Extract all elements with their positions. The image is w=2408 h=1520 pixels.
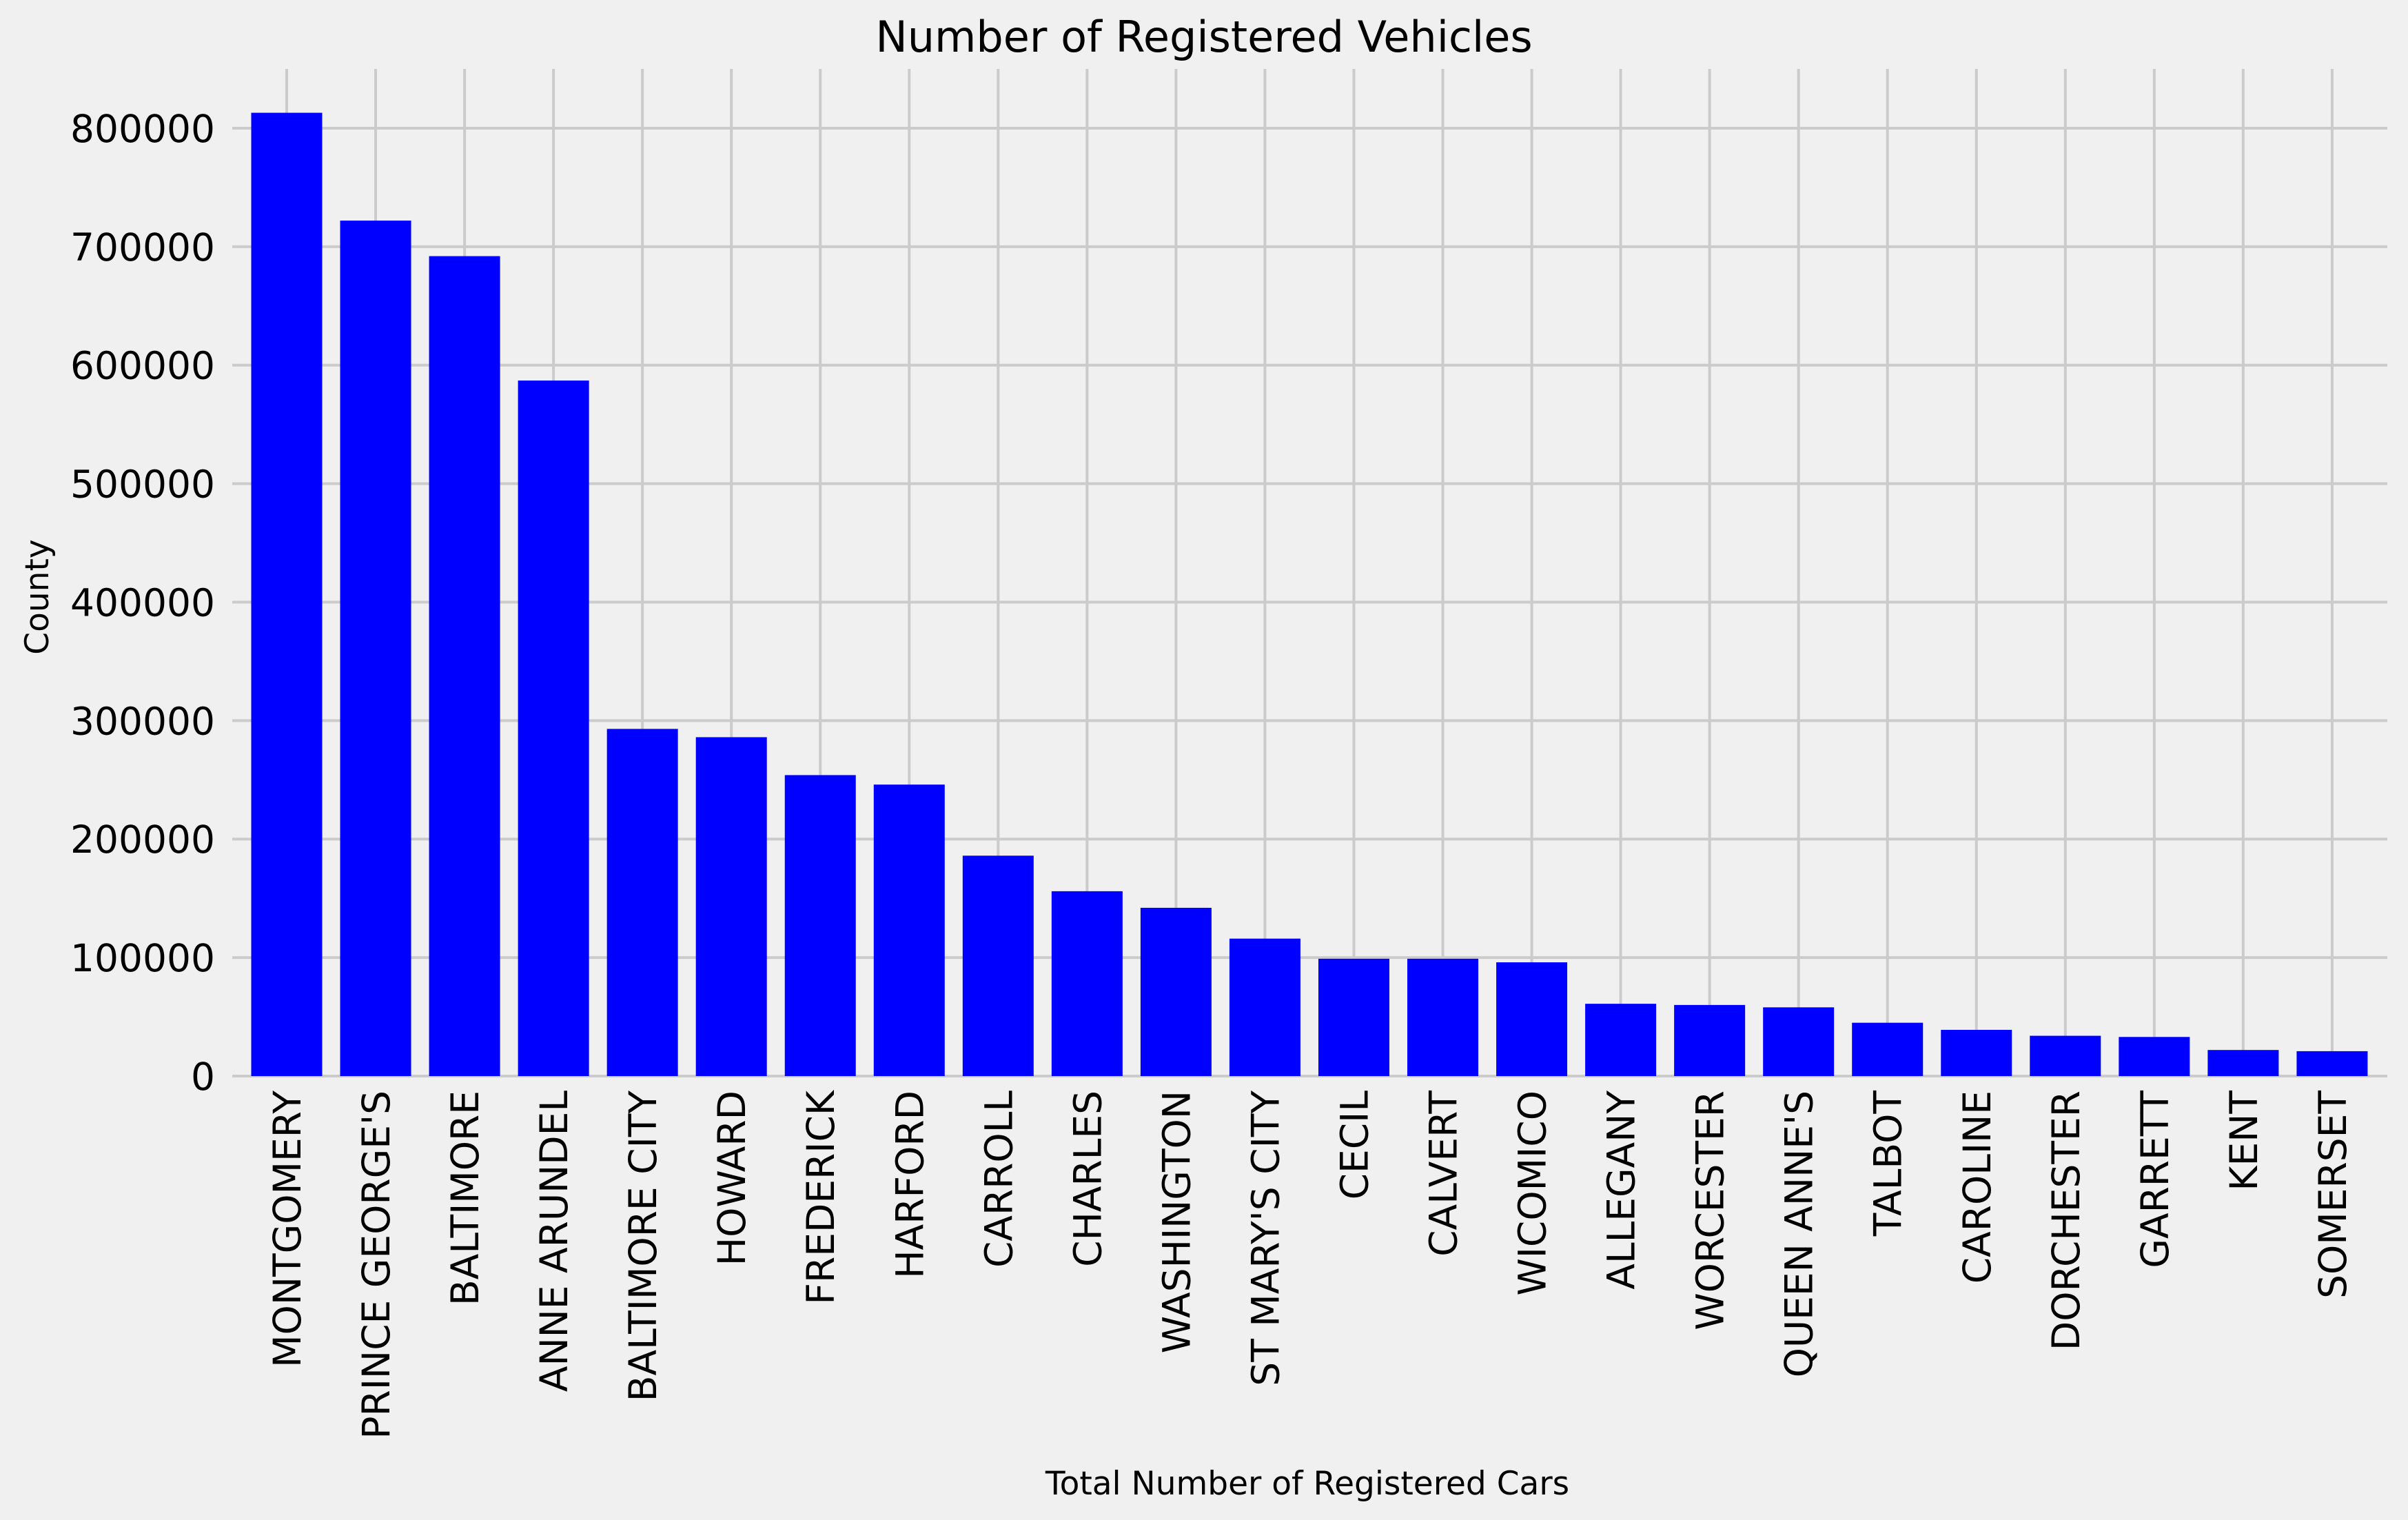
y-tick-label: 600000 (70, 344, 215, 388)
bar (962, 855, 1034, 1076)
x-tick-label: CALVERT (1422, 1091, 1466, 1257)
bar (518, 381, 589, 1076)
x-tick-label: WICOMICO (1511, 1091, 1555, 1296)
x-tick-label: DORCHESTER (2044, 1091, 2088, 1350)
x-tick-label: ANNE ARUNDEL (532, 1091, 576, 1392)
bar (251, 112, 323, 1077)
bar (1763, 1007, 1835, 1076)
x-tick-label: HARFORD (888, 1091, 932, 1279)
bar (873, 784, 945, 1076)
x-tick-label: QUEEN ANNE'S (1777, 1091, 1822, 1377)
y-gridlines (232, 126, 2387, 1077)
x-tick-label: BALTIMORE (443, 1091, 487, 1306)
y-tick-label: 500000 (70, 463, 215, 507)
x-tick-label: HOWARD (710, 1091, 754, 1266)
x-tick-label: ST MARY'S CITY (1243, 1091, 1287, 1386)
bar (784, 775, 856, 1076)
bar (1941, 1029, 2012, 1076)
x-tick-label: SOMERSET (2311, 1091, 2355, 1299)
bar (2296, 1051, 2368, 1076)
y-tick-label: 100000 (70, 936, 215, 980)
x-tick-label: CAROLINE (1955, 1091, 1999, 1284)
bar (1496, 962, 1568, 1076)
bar (606, 729, 678, 1076)
bar (429, 256, 500, 1077)
x-tick-label: MONTGOMERY (265, 1091, 309, 1368)
x-tick-label: PRINCE GEORGE'S (354, 1091, 398, 1439)
chart-title: Number of Registered Vehicles (875, 12, 1532, 62)
x-tick-labels: MONTGOMERY PRINCE GEORGE'S BALTIMORE ANNE A… (265, 1089, 2355, 1439)
x-tick-label: ALLEGANY (1600, 1091, 1644, 1290)
bar (2030, 1035, 2101, 1076)
y-tick-label: 200000 (70, 818, 215, 862)
bar (2207, 1050, 2279, 1076)
x-tick-label: KENT (2222, 1091, 2266, 1191)
x-tick-label: CECIL (1332, 1091, 1376, 1200)
x-tick-label: BALTIMORE CITY (621, 1091, 665, 1402)
y-tick-label: 400000 (70, 580, 215, 625)
bar (1140, 907, 1212, 1076)
x-tick-label: TALBOT (1866, 1091, 1910, 1237)
bars (251, 112, 2368, 1077)
x-tick-label: FREDERICK (799, 1089, 843, 1305)
bar (1674, 1004, 1746, 1076)
y-tick-label: 0 (191, 1055, 215, 1099)
x-tick-label: CARROLL (977, 1091, 1021, 1268)
y-axis-label: County (19, 539, 57, 654)
bar (1229, 938, 1300, 1076)
bar (1407, 958, 1479, 1076)
bar (1318, 958, 1389, 1076)
y-tick-labels: 0 100000 200000 300000 400000 500000 600000 700… (70, 107, 215, 1099)
x-axis-label: Total Number of Registered Cars (1045, 1465, 1569, 1503)
x-tick-label: CHARLES (1065, 1091, 1110, 1267)
bar (340, 221, 411, 1076)
bar (1585, 1004, 1657, 1076)
x-tick-label: WORCESTER (1688, 1091, 1733, 1330)
y-tick-label: 800000 (70, 107, 215, 151)
x-tick-label: WASHINGTON (1154, 1091, 1198, 1353)
bar (1051, 891, 1123, 1076)
bar (695, 737, 767, 1076)
y-tick-label: 300000 (70, 699, 215, 743)
bar (1852, 1022, 1924, 1076)
x-tick-label: GARRETT (2133, 1091, 2177, 1268)
bar (2119, 1037, 2190, 1076)
y-tick-label: 700000 (70, 225, 215, 270)
